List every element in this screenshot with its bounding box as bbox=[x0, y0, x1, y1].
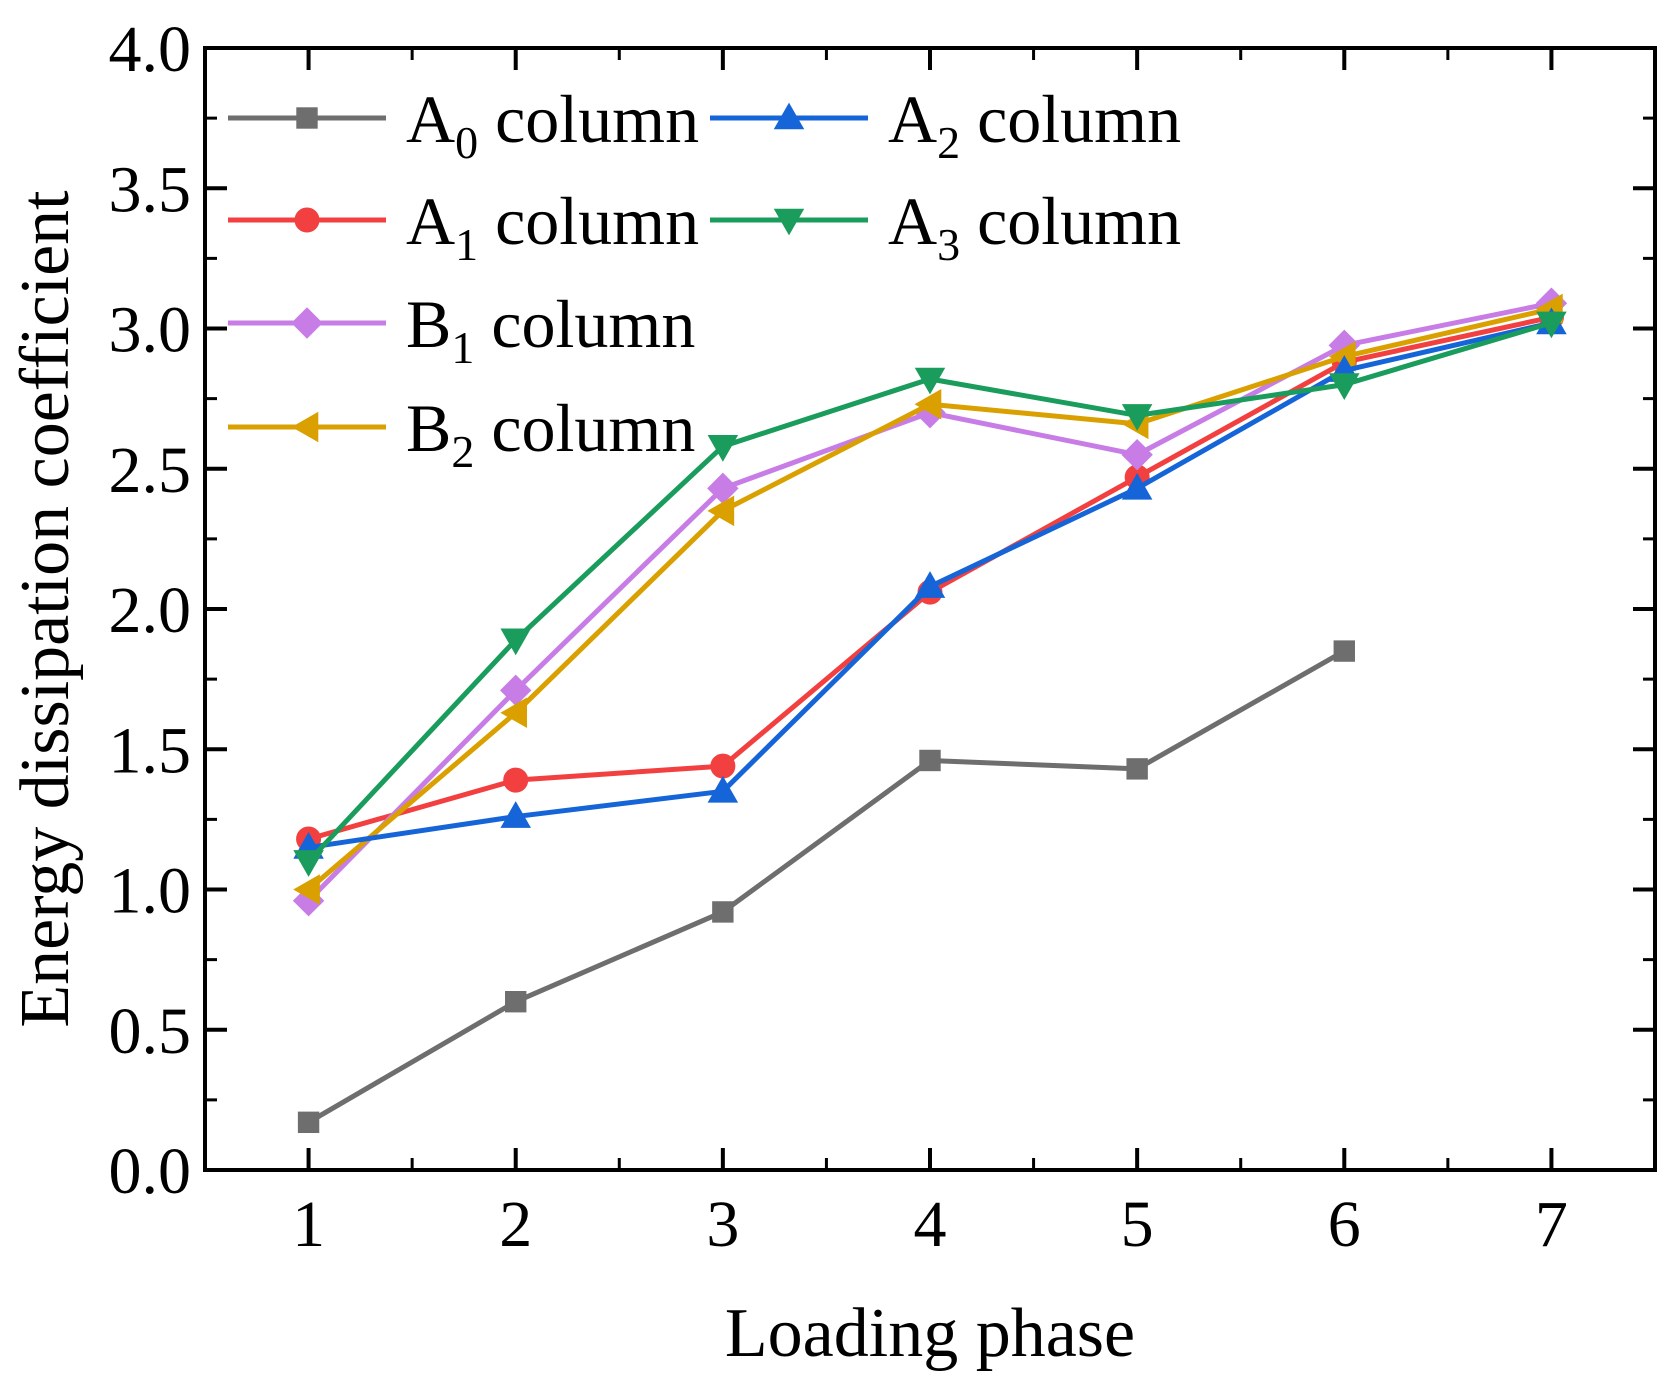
legend-item: A0 column bbox=[228, 81, 699, 168]
x-tick-label: 7 bbox=[1535, 1188, 1568, 1261]
data-point bbox=[707, 435, 739, 462]
legend-item: A2 column bbox=[710, 81, 1181, 168]
legend-label-letter: B bbox=[406, 286, 451, 362]
data-point bbox=[914, 367, 946, 395]
y-tick-label: 1.0 bbox=[109, 855, 192, 928]
legend-label: A0 column bbox=[406, 81, 699, 168]
y-tick-label: 3.0 bbox=[109, 294, 192, 367]
legend-label-suffix: column bbox=[960, 81, 1181, 157]
legend-label-letter: A bbox=[888, 183, 937, 259]
data-point bbox=[1333, 640, 1355, 662]
legend-label: B1 column bbox=[406, 286, 695, 373]
legend-label-letter: A bbox=[406, 81, 455, 157]
legend-label-subscript: 3 bbox=[937, 219, 960, 270]
x-tick-label: 5 bbox=[1121, 1188, 1154, 1261]
y-tick-label: 2.0 bbox=[109, 574, 192, 647]
data-point bbox=[1121, 439, 1153, 471]
legend-label-letter: A bbox=[406, 183, 455, 259]
legend-marker bbox=[296, 107, 318, 129]
y-tick-label: 3.5 bbox=[109, 153, 192, 226]
y-tick-label: 0.0 bbox=[109, 1135, 192, 1208]
data-point bbox=[919, 749, 941, 772]
legend-marker bbox=[294, 207, 320, 233]
series-a3 bbox=[293, 311, 1567, 877]
data-point bbox=[500, 801, 531, 828]
legend-label-suffix: column bbox=[474, 286, 695, 362]
series-layer bbox=[292, 287, 1568, 1134]
data-point bbox=[297, 1111, 320, 1134]
legend-label-subscript: 1 bbox=[455, 219, 478, 270]
data-point bbox=[710, 753, 736, 779]
x-tick-label: 4 bbox=[914, 1188, 947, 1261]
legend-label-suffix: column bbox=[474, 390, 695, 466]
x-axis-title: Loading phase bbox=[725, 1295, 1135, 1372]
legend-label-suffix: column bbox=[960, 183, 1181, 259]
legend-label: B2 column bbox=[406, 390, 695, 477]
data-point bbox=[293, 874, 320, 905]
x-tick-label: 2 bbox=[499, 1188, 532, 1261]
legend-item: B2 column bbox=[228, 390, 695, 477]
data-point bbox=[914, 388, 942, 420]
legend-item: A3 column bbox=[710, 183, 1181, 270]
data-point bbox=[505, 991, 527, 1013]
data-point bbox=[707, 775, 739, 803]
legend-label-suffix: column bbox=[478, 183, 699, 259]
data-point bbox=[1536, 311, 1567, 339]
y-tick-label: 2.5 bbox=[109, 434, 192, 507]
data-point bbox=[712, 901, 734, 923]
series-a0 bbox=[297, 640, 1355, 1134]
x-tick-label: 3 bbox=[706, 1188, 739, 1261]
x-tick-label: 6 bbox=[1328, 1188, 1361, 1261]
data-point bbox=[500, 697, 528, 729]
series-line bbox=[307, 648, 1346, 1125]
legend-label-subscript: 0 bbox=[455, 117, 478, 168]
x-tick-label: 1 bbox=[292, 1188, 325, 1261]
legend-label-subscript: 2 bbox=[451, 426, 474, 477]
y-tick-label: 0.5 bbox=[109, 995, 192, 1068]
legend-label-subscript: 1 bbox=[451, 322, 474, 373]
data-point bbox=[914, 571, 946, 598]
y-axis-title: Energy dissipation coefficient bbox=[7, 190, 84, 1028]
legend-label: A1 column bbox=[406, 183, 699, 270]
data-point bbox=[293, 850, 324, 877]
legend-marker bbox=[773, 208, 805, 236]
y-tick-label: 1.5 bbox=[109, 714, 192, 787]
data-point bbox=[1329, 373, 1360, 401]
legend-marker bbox=[773, 102, 805, 130]
data-point bbox=[1121, 404, 1153, 431]
data-point bbox=[1121, 472, 1153, 500]
legend-label-letter: B bbox=[406, 390, 451, 466]
legend-label-letter: A bbox=[888, 81, 937, 157]
ticks-layer: 1 2 3 4 5 6 7 0.0 0.5 1.0 1.5 2.0 2.5 3.0 3.5 4.0 bbox=[109, 13, 1655, 1261]
legend-marker bbox=[291, 411, 319, 443]
legend-label: A3 column bbox=[888, 183, 1181, 270]
legend-label-suffix: column bbox=[478, 81, 699, 157]
legend-label-subscript: 2 bbox=[937, 117, 960, 168]
data-point bbox=[1126, 758, 1148, 780]
data-point bbox=[500, 628, 531, 656]
legend-marker bbox=[291, 307, 323, 339]
y-tick-label: 4.0 bbox=[109, 13, 192, 86]
legend-label: A2 column bbox=[888, 81, 1181, 168]
legend-item: A1 column bbox=[228, 183, 699, 270]
legend-item: B1 column bbox=[228, 286, 695, 373]
data-point bbox=[707, 495, 735, 527]
data-point bbox=[503, 767, 529, 793]
